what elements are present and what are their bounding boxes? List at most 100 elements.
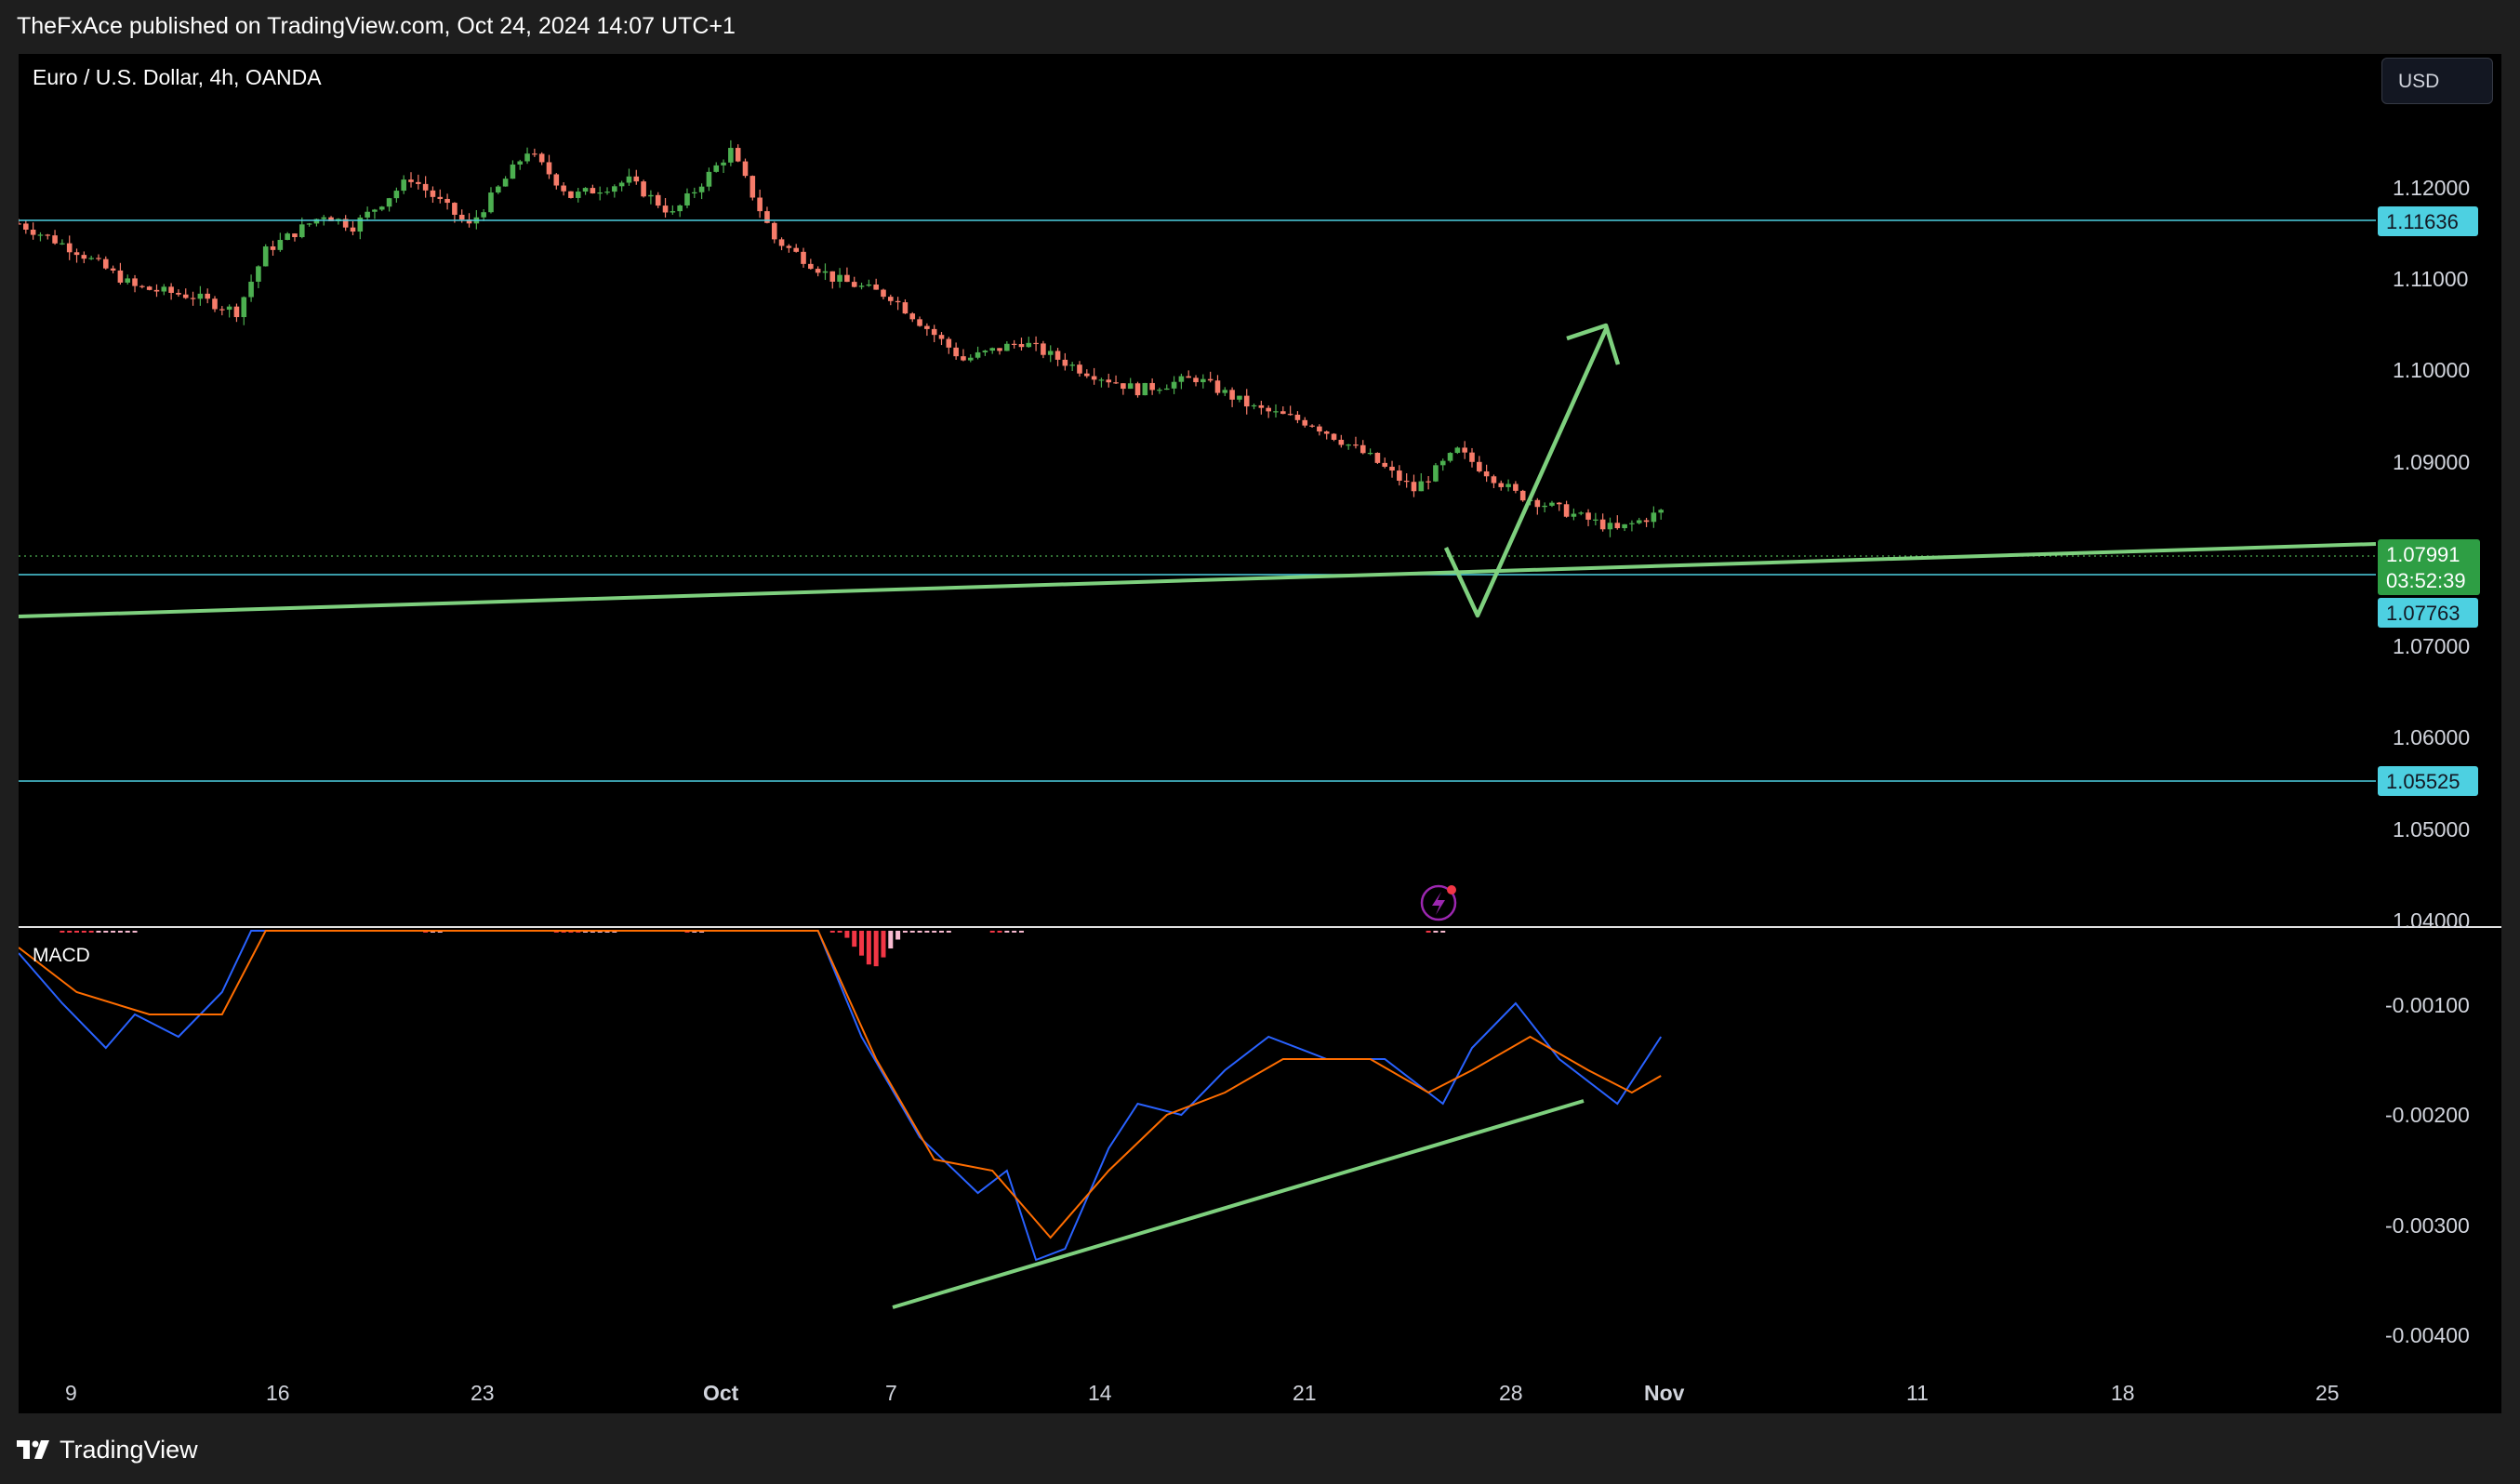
candle-up [401, 179, 406, 192]
candle-down [590, 188, 596, 193]
candle-down [1614, 523, 1621, 529]
candle-down [953, 347, 959, 357]
candle-up [285, 233, 290, 241]
candle-down [73, 252, 80, 256]
candle-down [1243, 395, 1250, 407]
macd-histogram-bar [1426, 931, 1431, 933]
candle-down [735, 148, 741, 162]
time-axis[interactable]: 9 16 23 Oct 7 14 21 28 Nov 11 18 25 [65, 1381, 2340, 1405]
ascending-trendline[interactable] [19, 542, 2377, 618]
symbol-title[interactable]: Euro / U.S. Dollar, 4h, OANDA [33, 65, 322, 89]
macd-histogram-bar [873, 931, 879, 967]
candle-down [1294, 414, 1301, 420]
macd-histogram-bar [125, 931, 130, 933]
candle-up [822, 271, 829, 273]
candle-down [66, 243, 73, 253]
candle-down [452, 203, 458, 215]
candle-up [582, 188, 589, 192]
candle-down [1563, 504, 1570, 517]
candle-down [909, 313, 916, 320]
candle-down [1302, 419, 1308, 426]
candle-up [510, 164, 516, 179]
candle-down [1403, 481, 1410, 483]
macd-indicator-label[interactable]: MACD [33, 945, 90, 966]
macd-histogram-bar [989, 931, 995, 933]
candle-up [262, 246, 269, 267]
candle-up [575, 192, 581, 198]
candle-down [81, 255, 87, 259]
macd-histogram-bar [117, 931, 123, 933]
macd-histogram-bar [96, 931, 101, 933]
candle-down [466, 219, 472, 224]
candle-down [1229, 390, 1235, 400]
candle-down [270, 246, 276, 250]
candle-up [241, 297, 247, 318]
resistance-price-tag[interactable]: 1.11636 [2378, 206, 2478, 236]
candle-up [488, 192, 494, 213]
candle-down [1084, 373, 1090, 377]
candle-down [1186, 376, 1192, 378]
candle-down [1062, 359, 1068, 366]
candle-down [1266, 407, 1271, 412]
price-axis[interactable]: 1.12000 1.11000 1.10000 1.09000 1.07000 … [2393, 176, 2470, 933]
current-price-tag[interactable]: 1.07991 03:52:39 [2378, 539, 2480, 595]
macd-histogram-bar [132, 931, 138, 933]
macd-histogram [60, 931, 1446, 967]
candle-down [924, 325, 930, 329]
macd-tick: -0.00400 [2385, 1323, 2470, 1347]
macd-histogram-bar [859, 931, 865, 956]
macd-histogram-bar [924, 931, 930, 933]
macd-histogram-bar [103, 931, 109, 933]
candle-down [1033, 342, 1039, 345]
chart-canvas[interactable]: 1.12000 1.11000 1.10000 1.09000 1.07000 … [19, 54, 2501, 1413]
candle-down [416, 181, 421, 184]
candle-down [1331, 433, 1337, 440]
candle-up [306, 223, 312, 225]
candle-up [858, 285, 865, 287]
macd-histogram-bar [932, 931, 937, 933]
macd-axis[interactable]: -0.00100 -0.00200 -0.00300 -0.00400 [2385, 993, 2470, 1347]
tradingview-logo[interactable]: TradingView [17, 1434, 198, 1465]
candle-down [1513, 484, 1519, 491]
candle-down [1280, 411, 1286, 415]
candle-up [161, 286, 167, 292]
macd-histogram-bar [81, 931, 86, 933]
candle-up [517, 161, 524, 165]
candle-down [153, 289, 160, 292]
macd-histogram-bar [946, 931, 951, 933]
candle-up [713, 165, 720, 172]
support-price-tag[interactable]: 1.07763 [2378, 598, 2478, 628]
candle-up [1163, 388, 1170, 391]
candle-down [328, 217, 334, 221]
candle-up [1367, 453, 1373, 455]
currency-button[interactable]: USD [2381, 58, 2493, 104]
candle-down [1041, 343, 1046, 355]
current-price-label: 1.07991 [2386, 543, 2460, 566]
time-tick: 25 [2315, 1381, 2340, 1405]
lower-support-price-label: 1.05525 [2386, 770, 2460, 793]
lightning-icon[interactable] [1420, 884, 1457, 921]
macd-histogram-bar [1440, 931, 1446, 933]
candle-down [182, 294, 189, 298]
projection-arrow[interactable] [1443, 326, 1610, 618]
lower-support-price-tag[interactable]: 1.05525 [2378, 766, 2478, 796]
footer-bar: TradingView [0, 1413, 2520, 1484]
candle-up [626, 176, 632, 183]
candle-up [1439, 460, 1446, 466]
candle-down [938, 335, 945, 339]
candle-down [139, 285, 145, 287]
macd-histogram-bar [67, 931, 73, 933]
candle-up [226, 306, 232, 311]
candle-up [1346, 444, 1351, 446]
macd-histogram-bar [939, 931, 945, 933]
macd-trendline[interactable] [892, 1099, 1585, 1309]
candle-up [677, 205, 683, 212]
macd-histogram-bar [902, 931, 908, 933]
projection-arrow-head [1566, 323, 1621, 365]
candle-down [561, 185, 566, 192]
candle-down [458, 214, 465, 220]
candle-up [277, 240, 284, 250]
candle-down [568, 191, 574, 198]
resistance-price-label: 1.11636 [2386, 210, 2459, 233]
chart-area[interactable]: 1.12000 1.11000 1.10000 1.09000 1.07000 … [19, 54, 2501, 1413]
